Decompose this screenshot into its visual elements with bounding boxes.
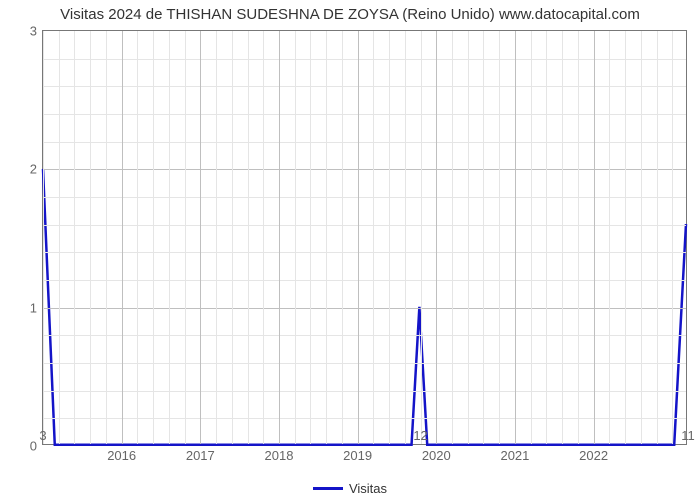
grid-v-minor [373,31,374,444]
x-tick-label: 2018 [265,444,294,463]
x-tick-label: 2020 [422,444,451,463]
grid-v-major [200,31,201,444]
grid-h-minor [43,197,686,198]
grid-h-minor [43,335,686,336]
value-callout: 11 [681,428,695,443]
chart-title: Visitas 2024 de THISHAN SUDESHNA DE ZOYS… [0,6,700,23]
grid-v-major [122,31,123,444]
grid-v-minor [232,31,233,444]
grid-v-minor [59,31,60,444]
grid-v-minor [106,31,107,444]
x-tick-label: 2021 [500,444,529,463]
grid-v-minor [499,31,500,444]
grid-v-minor [263,31,264,444]
grid-v-minor [672,31,673,444]
grid-v-minor [531,31,532,444]
y-tick-label: 3 [30,24,43,39]
legend-swatch [313,487,343,490]
grid-v-minor [248,31,249,444]
grid-h-minor [43,391,686,392]
grid-v-minor [483,31,484,444]
value-callout: 3 [39,428,46,443]
grid-v-minor [452,31,453,444]
x-tick-label: 2019 [343,444,372,463]
grid-h-minor [43,418,686,419]
grid-v-minor [546,31,547,444]
grid-h-minor [43,142,686,143]
value-callout: 12 [413,428,427,443]
grid-v-minor [216,31,217,444]
grid-v-major [436,31,437,444]
grid-h-minor [43,252,686,253]
grid-v-major [358,31,359,444]
grid-v-minor [295,31,296,444]
grid-v-minor [625,31,626,444]
grid-v-minor [43,31,44,444]
grid-v-minor [405,31,406,444]
grid-v-minor [90,31,91,444]
grid-v-minor [562,31,563,444]
grid-v-minor [185,31,186,444]
grid-v-minor [641,31,642,444]
grid-v-major [279,31,280,444]
grid-v-minor [310,31,311,444]
x-tick-label: 2016 [107,444,136,463]
grid-h-major [43,169,686,170]
grid-v-minor [326,31,327,444]
grid-h-minor [43,363,686,364]
y-tick-label: 1 [30,300,43,315]
x-tick-label: 2017 [186,444,215,463]
grid-v-minor [657,31,658,444]
grid-h-minor [43,86,686,87]
grid-v-minor [137,31,138,444]
grid-h-minor [43,225,686,226]
grid-v-minor [578,31,579,444]
line-series [43,31,686,445]
grid-v-major [515,31,516,444]
grid-h-major [43,308,686,309]
grid-h-minor [43,59,686,60]
grid-h-minor [43,114,686,115]
x-tick-label: 2022 [579,444,608,463]
chart-container: Visitas 2024 de THISHAN SUDESHNA DE ZOYS… [0,0,700,500]
grid-v-major [594,31,595,444]
legend-label: Visitas [349,481,387,496]
plot-area: 0123201620172018201920202021202231211 [42,30,687,445]
grid-v-minor [421,31,422,444]
grid-v-minor [342,31,343,444]
grid-v-minor [609,31,610,444]
grid-v-minor [169,31,170,444]
grid-v-minor [389,31,390,444]
grid-h-minor [43,280,686,281]
grid-v-minor [153,31,154,444]
legend: Visitas [0,480,700,496]
grid-v-minor [468,31,469,444]
grid-v-minor [74,31,75,444]
y-tick-label: 2 [30,162,43,177]
